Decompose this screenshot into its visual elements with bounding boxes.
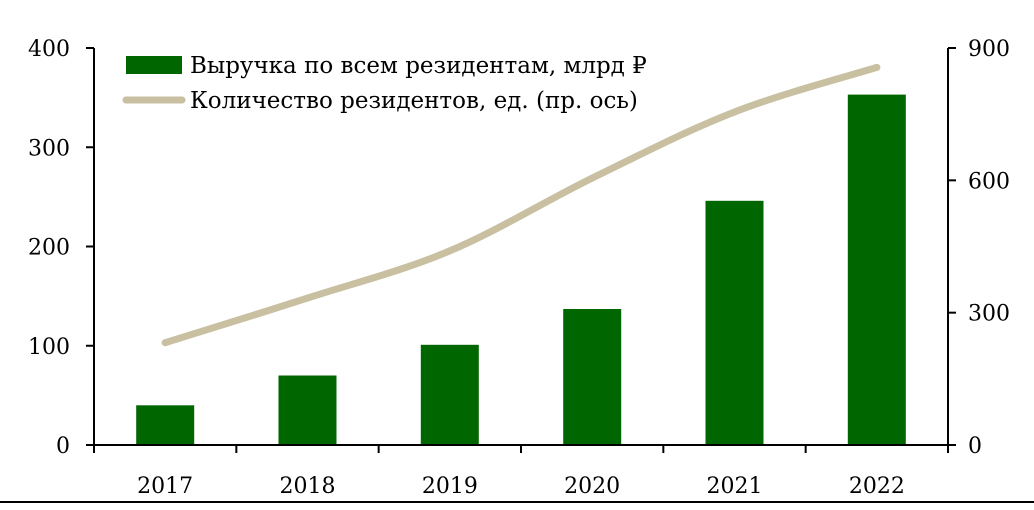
y-left-tick-label: 200 [28,236,70,261]
legend: Выручка по всем резидентам, млрд ₽ Колич… [122,53,647,114]
y-right-tick-label: 600 [968,169,1010,194]
x-tick-label-2021: 2021 [707,474,763,499]
x-tick-label-2017: 2017 [137,474,193,499]
line-layer [161,63,881,347]
x-tick-label-2022: 2022 [849,474,905,499]
line-residents [161,63,881,347]
bar-2022 [847,94,906,445]
y-left-tick-label: 300 [28,136,70,161]
line-point-2018 [304,294,311,302]
legend-label-residents: Количество резидентов, ед. (пр. ось) [190,88,638,114]
x-tick-label-2018: 2018 [280,474,336,499]
y-right-tick-label: 300 [968,302,1010,327]
bar-2021 [705,200,764,445]
y-left-tick-label: 400 [28,37,70,62]
bar-2017 [136,405,195,445]
line-point-2022 [873,63,881,71]
line-point-2021 [731,108,738,116]
line-point-2017 [161,339,169,347]
bars-layer [136,94,906,445]
x-tick-label-2020: 2020 [564,474,620,499]
bar-2018 [278,375,337,445]
legend-label-revenue: Выручка по всем резидентам, млрд ₽ [190,53,647,79]
legend-swatch-revenue [126,56,182,74]
y-right-tick-label: 0 [968,434,982,459]
bar-2020 [563,309,622,445]
axes-layer: 0 100 200 300 400 0 300 600 900 2017 2018 2019 2020 2… [28,37,1010,499]
y-left-tick-label: 100 [28,335,70,360]
y-right-tick-label: 900 [968,37,1010,62]
y-left-tick-label: 0 [56,434,70,459]
line-point-2019 [446,247,454,255]
x-tick-label-2019: 2019 [422,474,478,499]
bar-2019 [420,344,479,445]
line-point-2020 [588,174,596,182]
